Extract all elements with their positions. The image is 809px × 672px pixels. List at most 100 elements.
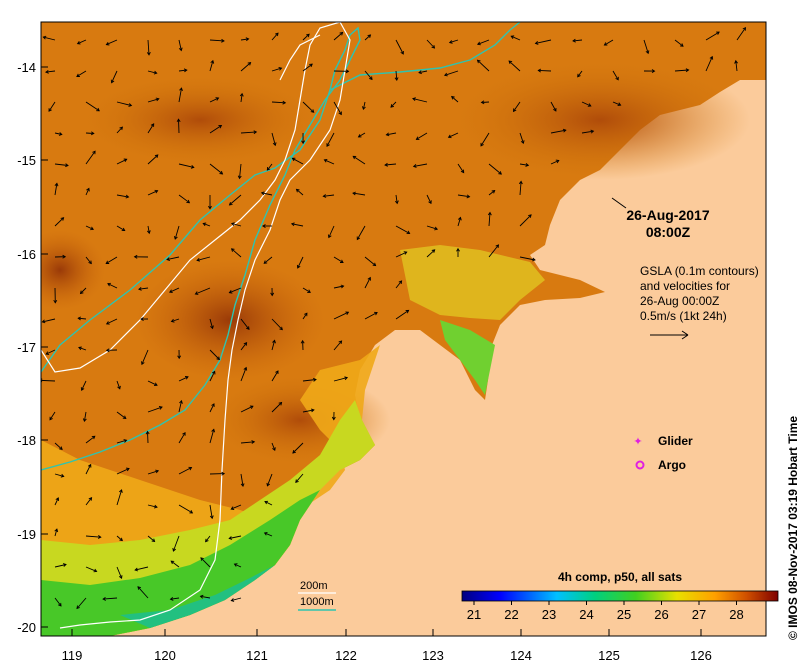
velocity-arrow [333,101,342,115]
velocity-arrow [705,31,720,41]
velocity-arrowhead [476,41,481,46]
velocity-arrowhead [76,73,80,77]
shelf-water-lime [41,400,375,636]
velocity-arrowhead [221,38,225,43]
velocity-arrow [147,470,159,475]
colorbar-tick-label: 25 [617,607,631,622]
velocity-arrowhead [179,399,183,404]
velocity-arrowhead [134,567,139,572]
velocity-arrow [106,39,118,46]
velocity-arrow [480,132,490,147]
velocity-arrow [195,287,211,295]
velocity-arrow [457,194,470,198]
velocity-arrowhead [218,125,223,129]
velocity-arrow [519,163,529,166]
x-tick-label: 120 [154,648,176,663]
velocity-arrow [240,131,257,134]
x-tick-label: 126 [690,648,712,663]
velocity-arrow [511,35,521,41]
velocity-arrow [395,70,398,81]
plot-area [41,22,766,636]
velocity-arrow [457,163,465,173]
velocity-arrow [240,62,251,72]
velocity-arrowhead [200,557,204,561]
velocity-arrowhead [119,126,123,131]
velocity-arrowhead [487,211,492,216]
velocity-arrowhead [245,37,250,42]
shelf-water-teal [120,565,275,628]
velocity-arrowhead [90,131,95,136]
velocity-arrow [147,70,157,74]
glider-marker: ✦ [633,436,642,448]
velocity-arrow [266,473,273,486]
velocity-arrowhead [466,194,471,199]
velocity-arrowhead [326,143,330,147]
contour-200m-label: 200m [300,580,328,592]
datetime-pointer [611,197,627,209]
velocity-arrowhead [79,290,84,295]
velocity-arrowhead [457,216,462,221]
velocity-arrowhead [272,142,277,147]
velocity-arrowhead [451,95,455,100]
datetime-date: 26-Aug-2017 [626,207,709,223]
velocity-arrowhead [137,586,142,590]
velocity-arrow [449,39,459,44]
velocity-arrow [134,566,149,571]
velocity-arrowhead [183,68,188,73]
velocity-arrowhead [105,260,110,264]
velocity-arrowhead [62,563,67,567]
velocity-arrow [519,181,522,196]
velocity-arrowhead [243,342,248,346]
velocity-arrowhead [262,224,266,228]
velocity-arrow [240,93,243,103]
velocity-arrowhead [76,605,80,610]
velocity-arrowhead [418,70,422,75]
velocity-arrowhead [210,325,214,330]
velocity-arrowhead [228,201,233,206]
velocity-arrow [54,528,58,537]
velocity-arrowhead [228,536,233,540]
velocity-arrow [264,532,273,537]
velocity-arrowhead [146,51,151,56]
velocity-arrowhead [339,31,344,36]
velocity-arrow [147,406,163,413]
velocity-arrow [550,160,559,165]
velocity-arrowhead [528,214,532,218]
velocity-arrowhead [716,31,720,35]
velocity-arrowhead [352,191,356,196]
velocity-arrow [78,317,87,320]
velocity-arrowhead [356,236,361,241]
velocity-arrowhead [189,509,194,514]
warm-patch-north [80,75,320,165]
velocity-arrow [356,225,366,240]
velocity-arrowhead [105,321,110,325]
velocity-arrow [54,597,62,607]
velocity-arrow [386,132,397,136]
velocity-arrow [54,564,67,568]
velocity-arrowhead [508,60,513,65]
contour-1000m-line [41,22,351,629]
velocity-arrow [292,442,304,454]
velocity-arrowhead [264,500,269,505]
velocity-arrowhead [260,191,265,196]
velocity-arrow [116,194,129,198]
gsla-line-1: GSLA (0.1m contours) [640,264,759,278]
colorbar-title: 4h comp, p50, all sats [558,570,682,584]
velocity-arrow [612,70,619,81]
velocity-arrow [85,566,97,572]
velocity-arrow [43,36,56,41]
velocity-arrowhead [179,87,183,92]
velocity-arrowhead [553,107,557,112]
velocity-arrow [302,63,313,72]
velocity-arrowhead [170,318,175,323]
velocity-arrow [209,429,215,444]
y-tick-label: -19 [17,527,36,542]
velocity-arrow [178,194,190,204]
velocity-arrowhead [476,59,481,64]
x-tick-label: 121 [246,648,268,663]
velocity-arrow [395,225,410,234]
velocity-arrow [209,125,222,134]
velocity-arrowhead [153,382,158,387]
velocity-arrowhead [498,171,502,175]
velocity-arrowhead [176,118,181,123]
